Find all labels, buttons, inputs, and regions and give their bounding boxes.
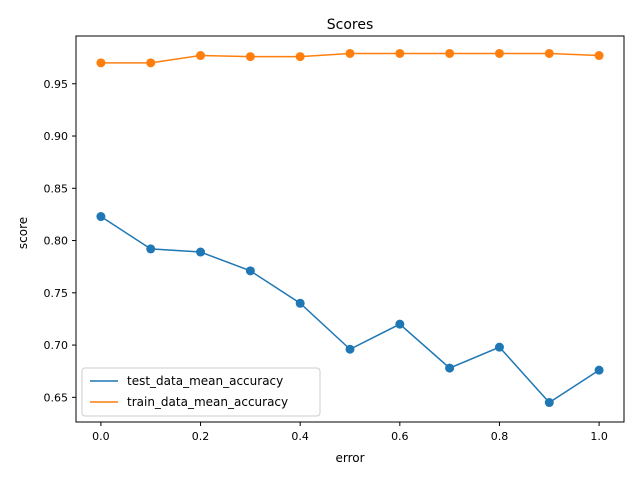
x-tick-label: 0.6 [391, 430, 409, 443]
y-tick-label: 0.90 [44, 130, 69, 143]
x-tick-label: 0.8 [491, 430, 509, 443]
plot-area [96, 48, 604, 408]
data-point-test_data_mean_accuracy [395, 319, 405, 329]
y-axis-label: score [16, 217, 30, 249]
data-point-train_data_mean_accuracy [345, 48, 355, 58]
data-point-test_data_mean_accuracy [594, 365, 604, 375]
legend: test_data_mean_accuracy train_data_mean_a… [81, 367, 321, 417]
x-axis-label: error [335, 451, 364, 465]
data-point-test_data_mean_accuracy [146, 244, 156, 254]
data-point-test_data_mean_accuracy [96, 212, 106, 222]
data-point-test_data_mean_accuracy [345, 344, 355, 354]
data-point-train_data_mean_accuracy [146, 58, 156, 68]
y-tick-label: 0.95 [44, 78, 69, 91]
data-point-train_data_mean_accuracy [395, 48, 405, 58]
y-tick-label: 0.80 [44, 235, 69, 248]
x-tick-label: 0.0 [92, 430, 110, 443]
legend-label: test_data_mean_accuracy [127, 374, 283, 388]
data-point-test_data_mean_accuracy [295, 298, 305, 308]
data-point-train_data_mean_accuracy [494, 48, 504, 58]
data-point-test_data_mean_accuracy [245, 266, 255, 276]
y-tick-label: 0.65 [44, 391, 69, 404]
x-tick-label: 1.0 [590, 430, 608, 443]
legend-box [81, 367, 321, 417]
data-point-train_data_mean_accuracy [594, 51, 604, 61]
data-point-test_data_mean_accuracy [544, 398, 554, 408]
data-point-test_data_mean_accuracy [494, 342, 504, 352]
x-tick-label: 0.4 [291, 430, 309, 443]
y-tick-label: 0.70 [44, 339, 69, 352]
data-point-test_data_mean_accuracy [445, 363, 455, 373]
x-tick-label: 0.2 [192, 430, 210, 443]
y-tick-label: 0.75 [44, 287, 69, 300]
axes-frame [75, 35, 625, 423]
legend-label: train_data_mean_accuracy [127, 395, 288, 409]
chart-title: Scores [327, 17, 374, 33]
data-point-test_data_mean_accuracy [196, 247, 206, 257]
data-point-train_data_mean_accuracy [96, 58, 106, 68]
data-point-train_data_mean_accuracy [295, 52, 305, 62]
data-point-train_data_mean_accuracy [544, 48, 554, 58]
data-point-train_data_mean_accuracy [196, 51, 206, 61]
data-point-train_data_mean_accuracy [445, 48, 455, 58]
y-tick-label: 0.85 [44, 182, 69, 195]
data-point-train_data_mean_accuracy [245, 52, 255, 62]
